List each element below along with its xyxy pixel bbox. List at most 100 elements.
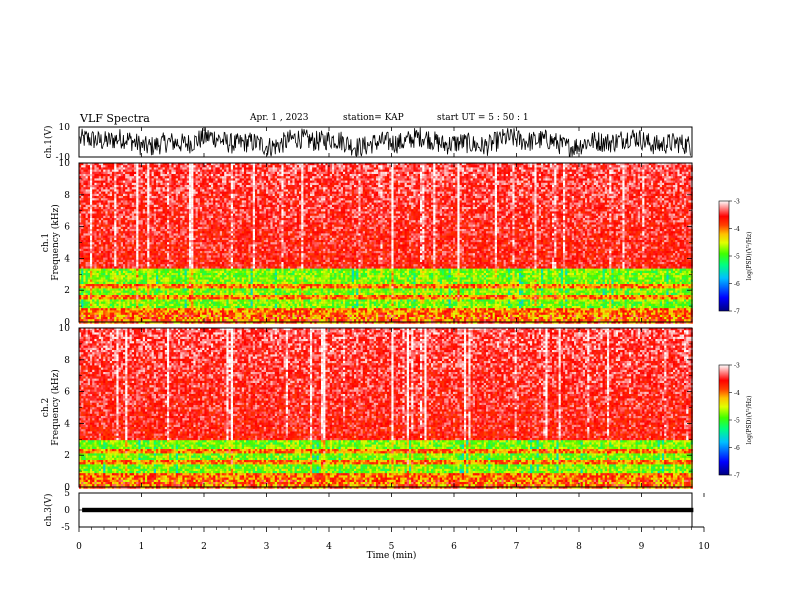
ch1-spec-cell xyxy=(132,282,134,284)
ch1-spec-cell xyxy=(138,176,140,178)
ch1-spec-cell xyxy=(171,244,173,246)
ch1-spec-cell xyxy=(97,236,99,238)
ch1-spec-cell xyxy=(105,187,107,189)
ch1-spec-cell xyxy=(121,192,123,194)
ch1-spec-cell xyxy=(218,306,220,308)
ch1-spec-cell xyxy=(130,288,132,290)
ch1-spec-cell xyxy=(92,229,94,231)
ch1-spec-cell xyxy=(220,293,222,295)
ch1-spec-cell xyxy=(213,277,215,279)
ch1-spec-cell xyxy=(189,176,191,178)
ch1-spec-cell xyxy=(147,192,149,194)
ch1-spec-cell xyxy=(171,255,173,257)
ch1-spec-cell xyxy=(112,310,114,312)
ch1-spec-cell xyxy=(86,227,88,229)
ch1-spec-cell xyxy=(90,258,92,260)
ch1-spec-cell xyxy=(114,315,116,317)
ch1-spec-cell xyxy=(119,293,121,295)
ch1-spec-cell xyxy=(167,313,169,315)
ch1-spec-cell xyxy=(112,302,114,304)
ch1-spec-cell xyxy=(110,299,112,301)
ch1-spec-cell xyxy=(81,310,83,312)
ch1-spec-cell xyxy=(90,196,92,198)
ch1-spec-cell xyxy=(97,176,99,178)
ch1-spec-cell xyxy=(189,198,191,200)
ch1-spec-cell xyxy=(81,189,83,191)
ch1-spec-cell xyxy=(207,229,209,231)
ch1-spec-cell xyxy=(136,264,138,266)
ch1-spec-cell xyxy=(215,216,217,218)
ch1-spec-cell xyxy=(97,266,99,268)
ch1-spec-cell xyxy=(222,218,224,220)
ch1-spec-cell xyxy=(182,196,184,198)
ch1-spec-cell xyxy=(178,280,180,282)
ch1-spec-cell xyxy=(167,231,169,233)
ch1-spec-cell xyxy=(220,313,222,315)
ch1-spec-cell xyxy=(88,238,90,240)
ch1-spec-cell xyxy=(130,229,132,231)
ch1-spec-cell xyxy=(101,273,103,275)
ch1-spec-cell xyxy=(163,293,165,295)
ch1-spec-cell xyxy=(114,280,116,282)
ch1-spec-cell xyxy=(180,231,182,233)
ch1-spec-cell xyxy=(119,302,121,304)
ch1-spec-cell xyxy=(99,308,101,310)
ch1-spec-cell xyxy=(101,236,103,238)
ch1-spec-cell xyxy=(138,211,140,213)
ch1-spec-cell xyxy=(185,288,187,290)
ch1-spec-cell xyxy=(134,183,136,185)
ch1-spec-cell xyxy=(145,222,147,224)
ch1-spec-cell xyxy=(218,258,220,260)
ch1-spec-cell xyxy=(202,178,204,180)
ch1-spec-cell xyxy=(198,260,200,262)
ch1-spec-cell xyxy=(189,280,191,282)
ch1-spec-cell xyxy=(158,229,160,231)
ch1-spec-cell xyxy=(136,251,138,253)
ch1-spec-cell xyxy=(218,238,220,240)
ch1-spec-cell xyxy=(99,236,101,238)
ch1-spec-cell xyxy=(169,313,171,315)
ch1-spec-cell xyxy=(180,181,182,183)
ch1-spec-cell xyxy=(167,280,169,282)
ch1-spec-cell xyxy=(200,207,202,209)
ch1-spec-cell xyxy=(112,187,114,189)
ch1-spec-cell xyxy=(149,183,151,185)
ch1-spec-cell xyxy=(121,194,123,196)
ch1-spec-cell xyxy=(127,170,129,172)
ch1-spec-cell xyxy=(88,225,90,227)
ch1-spec-cell xyxy=(99,196,101,198)
ch1-spec-cell xyxy=(116,185,118,187)
ch1-spec-cell xyxy=(105,260,107,262)
ch1-spec-cell xyxy=(180,304,182,306)
ch1-spec-cell xyxy=(149,304,151,306)
ch1-spec-cell xyxy=(222,293,224,295)
ch1-spec-cell xyxy=(143,297,145,299)
ch1-spec-cell xyxy=(101,178,103,180)
ch1-spec-cell xyxy=(132,183,134,185)
ch1-spec-cell xyxy=(180,255,182,257)
ch1-spec-cell xyxy=(207,297,209,299)
ch1-spec-cell xyxy=(180,227,182,229)
ch1-spec-cell xyxy=(127,203,129,205)
ch1-spec-cell xyxy=(101,170,103,172)
ch1-spec-cell xyxy=(143,291,145,293)
ch1-spec-cell xyxy=(165,295,167,297)
ch1-spec-cell xyxy=(114,170,116,172)
ch1-spec-cell xyxy=(110,310,112,312)
ch1-spec-cell xyxy=(112,231,114,233)
ch1-spec-cell xyxy=(222,214,224,216)
ch1-spec-cell xyxy=(156,247,158,249)
ch1-spec-cell xyxy=(130,273,132,275)
ch1-spec-cell xyxy=(191,253,193,255)
ch1-spec-cell xyxy=(141,178,143,180)
ch1-spec-cell xyxy=(114,306,116,308)
ch1-spec-cell xyxy=(187,271,189,273)
ch1-spec-cell xyxy=(132,242,134,244)
ch1-spec-cell xyxy=(215,299,217,301)
ch1-spec-cell xyxy=(136,288,138,290)
ch1-spec-cell xyxy=(116,181,118,183)
ch1-spec-cell xyxy=(94,275,96,277)
ch1-spec-cell xyxy=(149,286,151,288)
ch1-spec-cell xyxy=(198,196,200,198)
ch1-spec-cell xyxy=(198,189,200,191)
